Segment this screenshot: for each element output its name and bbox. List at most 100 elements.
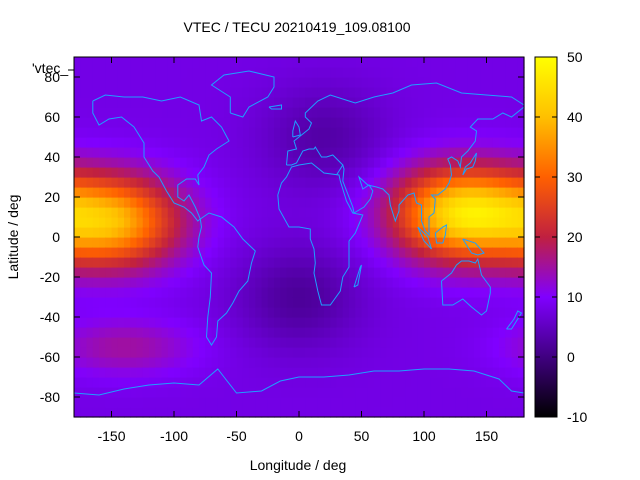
heatmap-cell <box>142 197 150 208</box>
heatmap-cell <box>92 187 100 198</box>
heatmap-cell <box>230 347 238 358</box>
heatmap-cell <box>374 177 381 188</box>
heatmap-cell <box>511 77 519 88</box>
heatmap-cell <box>330 87 338 98</box>
heatmap-cell <box>261 217 269 228</box>
heatmap-cell <box>399 337 406 348</box>
heatmap-cell <box>105 267 113 278</box>
heatmap-cell <box>392 77 400 88</box>
heatmap-cell <box>211 147 219 158</box>
heatmap-cell <box>74 287 81 298</box>
heatmap-cell <box>436 127 444 138</box>
heatmap-cell <box>161 207 169 218</box>
heatmap-cell <box>399 257 406 268</box>
heatmap-cell <box>236 407 244 418</box>
heatmap-cell <box>392 377 400 388</box>
heatmap-cell <box>199 77 206 88</box>
heatmap-cell <box>74 247 81 258</box>
heatmap-cell <box>261 207 269 218</box>
heatmap-cell <box>286 407 294 418</box>
heatmap-cell <box>424 377 431 388</box>
heatmap-cell <box>424 127 431 138</box>
heatmap-cell <box>355 117 363 128</box>
heatmap-cell <box>267 117 275 128</box>
heatmap-cell <box>330 167 338 178</box>
heatmap-cell <box>436 277 444 288</box>
heatmap-cell <box>499 237 506 248</box>
heatmap-cell <box>105 177 113 188</box>
heatmap-cell <box>461 197 469 208</box>
heatmap-cell <box>86 247 94 258</box>
heatmap-cell <box>461 347 469 358</box>
heatmap-cell <box>180 167 188 178</box>
heatmap-cell <box>86 347 94 358</box>
heatmap-cell <box>167 307 175 318</box>
heatmap-cell <box>211 277 219 288</box>
heatmap-cell <box>361 117 369 128</box>
heatmap-cell <box>242 177 250 188</box>
heatmap-cell <box>386 277 394 288</box>
heatmap-cell <box>111 97 119 108</box>
heatmap-cell <box>386 207 394 218</box>
heatmap-cell <box>436 237 444 248</box>
heatmap-cell <box>330 377 338 388</box>
heatmap-cell <box>111 217 119 228</box>
heatmap-cell <box>142 57 150 68</box>
heatmap-cell <box>455 387 463 398</box>
heatmap-cell <box>117 397 125 408</box>
heatmap-cell <box>311 267 319 278</box>
heatmap-cell <box>342 227 350 238</box>
heatmap-cell <box>386 267 394 278</box>
heatmap-cell <box>261 337 269 348</box>
heatmap-cell <box>255 267 263 278</box>
heatmap-cell <box>455 407 463 418</box>
heatmap-cell <box>317 407 325 418</box>
heatmap-cell <box>99 277 106 288</box>
heatmap-cell <box>211 377 219 388</box>
heatmap-cell <box>261 197 269 208</box>
heatmap-cell <box>236 347 244 358</box>
heatmap-cell <box>199 157 206 168</box>
heatmap-cell <box>224 197 231 208</box>
heatmap-cell <box>242 267 250 278</box>
heatmap-cell <box>155 197 163 208</box>
heatmap-cell <box>367 207 375 218</box>
heatmap-cell <box>436 367 444 378</box>
heatmap-cell <box>467 127 475 138</box>
heatmap-cell <box>367 147 375 158</box>
heatmap-cell <box>199 257 206 268</box>
heatmap-cell <box>230 107 238 118</box>
heatmap-cell <box>449 77 456 88</box>
heatmap-cell <box>286 387 294 398</box>
heatmap-cell <box>436 77 444 88</box>
heatmap-cell <box>511 197 519 208</box>
heatmap-cell <box>149 307 156 318</box>
heatmap-cell <box>86 297 94 308</box>
heatmap-cell <box>486 277 494 288</box>
heatmap-cell <box>305 337 313 348</box>
heatmap-cell <box>392 267 400 278</box>
heatmap-cell <box>86 107 94 118</box>
heatmap-cell <box>86 97 94 108</box>
heatmap-cell <box>355 407 363 418</box>
heatmap-cell <box>449 287 456 298</box>
heatmap-cell <box>461 267 469 278</box>
heatmap-cell <box>374 157 381 168</box>
heatmap-cell <box>442 297 450 308</box>
heatmap-cell <box>417 117 425 128</box>
heatmap-cell <box>249 117 256 128</box>
heatmap-cell <box>249 177 256 188</box>
heatmap-cell <box>517 277 525 288</box>
heatmap-cell <box>405 167 413 178</box>
heatmap-cell <box>430 227 438 238</box>
heatmap-cell <box>142 227 150 238</box>
heatmap-cell <box>417 287 425 298</box>
heatmap-cell <box>92 167 100 178</box>
heatmap-cell <box>155 57 163 68</box>
heatmap-cell <box>242 97 250 108</box>
colorbar-tick-label: 30 <box>567 169 583 185</box>
heatmap-cell <box>130 217 138 228</box>
heatmap-cell <box>467 287 475 298</box>
heatmap-cell <box>411 137 419 148</box>
heatmap-cell <box>142 97 150 108</box>
